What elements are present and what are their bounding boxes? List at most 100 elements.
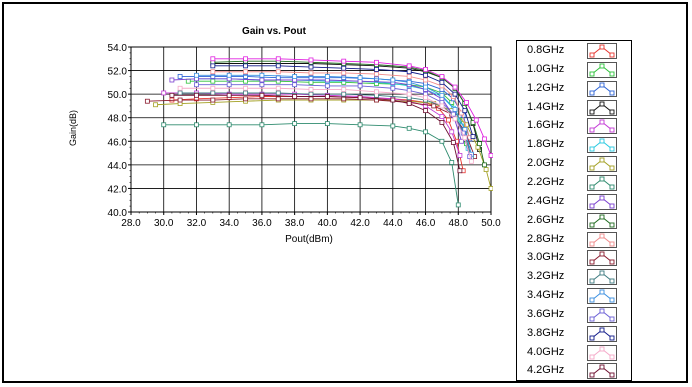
legend-label: 3.0GHz (527, 251, 565, 264)
legend-item: 2.0GHz (517, 155, 631, 174)
legend-label: 2.6GHz (527, 213, 565, 226)
gain-vs-pout-chart: Gain vs. Pout Gain(dB) Pout(dBm) 28.0 30.… (68, 26, 501, 245)
y-tick-label: 46.0 (108, 137, 128, 148)
data-point (390, 123, 396, 129)
data-point (423, 72, 428, 78)
series-line (212, 58, 492, 156)
data-point (324, 74, 330, 79)
data-point (439, 92, 445, 98)
legend-item: 3.6GHz (517, 306, 631, 325)
data-point (226, 82, 232, 88)
data-point (473, 117, 479, 123)
data-point (423, 129, 428, 135)
legend-swatch (587, 99, 617, 116)
data-point (423, 66, 428, 72)
data-point (488, 153, 493, 158)
data-point (374, 89, 379, 95)
data-point (177, 85, 183, 91)
legend-label: 3.8GHz (527, 326, 565, 339)
legend-swatch (587, 344, 617, 361)
data-point (439, 120, 445, 125)
data-point (243, 63, 248, 69)
legend-item: 3.2GHz (517, 268, 631, 287)
data-point (275, 90, 281, 96)
data-point (439, 103, 445, 109)
data-point (194, 72, 199, 78)
data-point (357, 75, 363, 81)
x-tick-label: 44.0 (383, 218, 403, 229)
series-line (212, 60, 485, 165)
x-tick-label: 28.0 (121, 218, 141, 229)
data-point (341, 58, 347, 64)
data-point (226, 92, 232, 98)
data-point (374, 59, 379, 65)
data-point (185, 78, 191, 84)
legend-item: 1.0GHz (517, 61, 631, 80)
data-point (177, 74, 183, 79)
data-point (275, 56, 281, 62)
x-tick-label: 42.0 (350, 218, 370, 229)
data-point (144, 98, 150, 104)
data-point (210, 63, 216, 69)
legend-label: 2.2GHz (527, 175, 565, 188)
data-point (177, 90, 183, 96)
data-point (341, 65, 347, 71)
data-point (226, 122, 232, 128)
data-point (406, 101, 412, 106)
data-point (452, 116, 458, 122)
data-point (357, 83, 363, 89)
x-tick-label: 50.0 (481, 218, 501, 229)
data-point (308, 70, 314, 76)
legend-swatch (587, 269, 617, 286)
data-point (482, 162, 487, 168)
series-unlabeled (210, 56, 493, 158)
data-point (357, 122, 363, 128)
series-4-2ghz (169, 92, 463, 174)
data-point (259, 92, 265, 98)
x-tick-label: 36.0 (252, 218, 272, 229)
data-point (450, 111, 456, 117)
data-point (423, 84, 428, 90)
data-point (194, 92, 199, 98)
data-point (169, 77, 175, 83)
data-point (275, 69, 281, 75)
data-point (292, 94, 298, 99)
data-point (374, 97, 379, 103)
data-point (259, 82, 265, 88)
data-point (275, 96, 281, 102)
data-point (308, 64, 314, 70)
data-point (406, 125, 412, 131)
legend-item: 1.8GHz (517, 136, 631, 155)
x-tick-label: 30.0 (154, 218, 174, 229)
legend-swatch (587, 288, 617, 305)
data-point (457, 168, 463, 174)
legend-label: 3.6GHz (527, 307, 565, 320)
data-point (259, 122, 265, 128)
legend-swatch (587, 43, 617, 59)
legend-label: 3.2GHz (527, 270, 565, 283)
data-point (483, 167, 489, 172)
legend-item: 1.2GHz (517, 80, 631, 99)
legend-swatch (587, 306, 617, 323)
series-2-2ghz (161, 121, 461, 208)
data-point (406, 79, 412, 85)
series-line (212, 71, 471, 138)
data-point (449, 129, 455, 135)
data-point (292, 82, 298, 88)
data-point (153, 102, 158, 108)
x-tick-label: 48.0 (449, 218, 469, 229)
legend-swatch (587, 250, 617, 267)
legend-label: 2.4GHz (527, 194, 565, 207)
legend-label: 1.4GHz (527, 100, 565, 113)
data-point (324, 83, 330, 89)
data-point (459, 138, 464, 144)
data-point (455, 202, 461, 208)
legend-swatch (587, 193, 617, 210)
series-3-8ghz (210, 63, 476, 139)
x-tick-label: 40.0 (318, 218, 338, 229)
legend-swatch (587, 137, 617, 154)
data-point (194, 82, 199, 88)
data-point (390, 77, 396, 83)
x-axis-label: Pout(dBm) (285, 234, 333, 245)
legend-swatch (587, 61, 617, 78)
